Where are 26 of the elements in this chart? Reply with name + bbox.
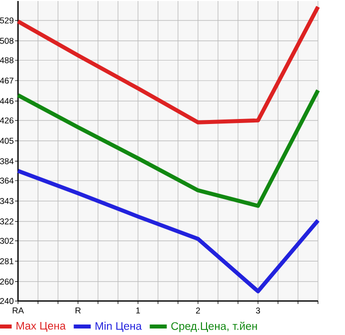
y-tick-label: 426 — [0, 117, 14, 124]
y-tick-label: 343 — [0, 198, 14, 204]
line-series — [16, 168, 320, 294]
y-tick-label: 260 — [0, 278, 14, 285]
y-tick-label: 281 — [0, 258, 14, 264]
y-tick-label: 508 — [0, 38, 14, 44]
line-series — [16, 88, 320, 208]
y-tick-label: 384 — [0, 158, 14, 164]
y-tick-label: 446 — [0, 98, 14, 104]
legend-label: Сред.Цена, т.йен — [171, 322, 257, 332]
y-tick-label: 302 — [0, 238, 14, 244]
y-tick-label: 240 — [0, 298, 14, 304]
line-series — [16, 4, 320, 124]
y-tick-label: 364 — [0, 178, 14, 184]
x-tick-label: 3 — [256, 308, 260, 314]
legend-label: Max Цена — [16, 322, 66, 332]
y-tick-label: 488 — [0, 57, 14, 64]
x-tick-label: 1 — [136, 308, 140, 314]
y-tick-label: 405 — [0, 138, 14, 144]
x-tick-label: R — [76, 308, 81, 314]
x-tick-label: 2 — [196, 308, 200, 314]
x-tick-label: RA — [12, 308, 24, 314]
legend-label: Min Цена — [96, 322, 142, 332]
y-tick-label: 322 — [0, 218, 14, 224]
y-tick-label: 529 — [0, 17, 14, 24]
y-tick-label: 467 — [0, 78, 14, 84]
